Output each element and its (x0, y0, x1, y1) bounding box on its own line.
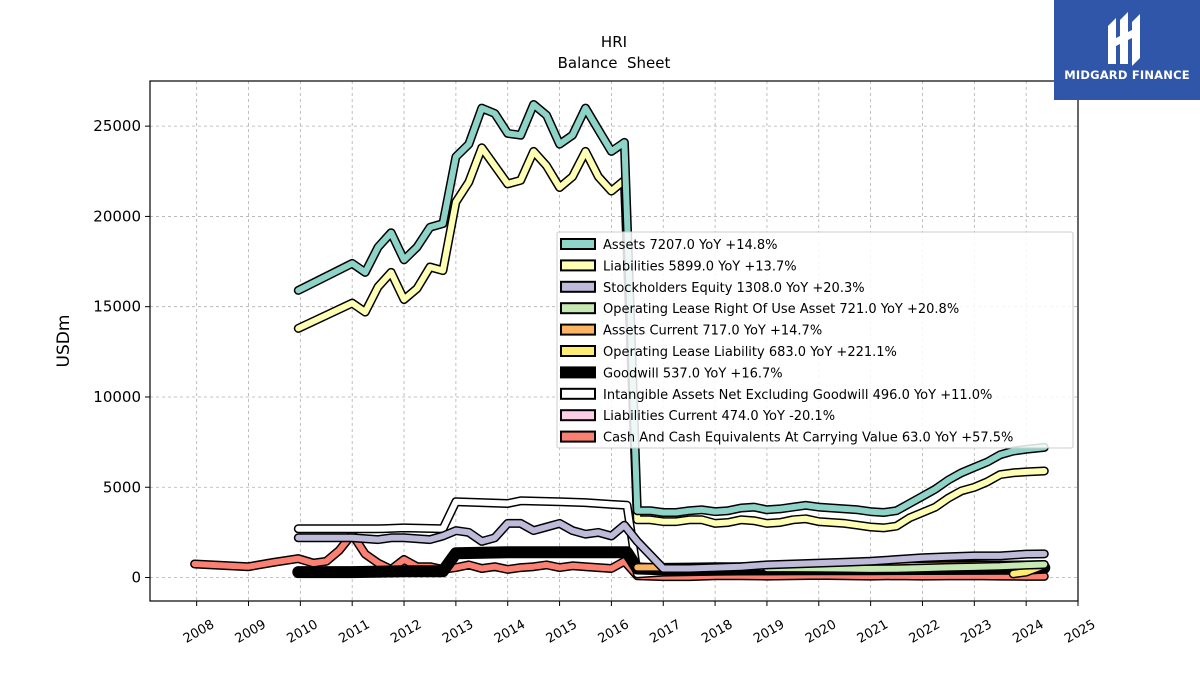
legend-swatch (560, 238, 596, 250)
legend-item: Liabilities 5899.0 YoY +13.7% (560, 259, 797, 274)
x-tick-label: 2023 (958, 617, 994, 647)
legend-label: Cash And Cash Equivalents At Carrying Va… (603, 431, 1013, 446)
x-tick-label: 2024 (1010, 617, 1046, 647)
legend-swatch (560, 280, 596, 293)
x-tick-label: 2019 (751, 617, 787, 647)
x-tick-label: 2010 (285, 617, 321, 647)
legend-label: Operating Lease Right Of Use Asset 721.0… (603, 302, 959, 317)
legend-item: Assets 7207.0 YoY +14.8% (560, 238, 778, 253)
x-tick-label: 2011 (336, 617, 372, 647)
legend-swatch (560, 302, 596, 315)
legend-item: Operating Lease Right Of Use Asset 721.0… (560, 302, 959, 317)
x-tick-label: 2012 (388, 617, 424, 647)
series-line (191, 531, 1048, 580)
y-axis-label: USDm (54, 315, 74, 368)
brand-name: MIDGARD FINANCE (1064, 68, 1190, 82)
legend-label: Liabilities Current 474.0 YoY -20.1% (603, 409, 835, 424)
legend-swatch (560, 430, 596, 443)
x-tick-label: 2016 (596, 617, 632, 647)
legend-swatch (560, 323, 596, 336)
legend-swatch (560, 259, 596, 272)
x-tick-label: 2009 (233, 617, 269, 647)
legend-item: Liabilities Current 474.0 YoY -20.1% (560, 409, 835, 424)
series-layer (190, 100, 1051, 582)
legend-label: Operating Lease Liability 683.0 YoY +221… (603, 345, 897, 360)
legend-label: Assets Current 717.0 YoY +14.7% (603, 324, 822, 339)
legend: Assets 7207.0 YoY +14.8% Liabilities 5899… (556, 231, 1074, 449)
x-tick-label: 2017 (647, 617, 683, 647)
series-liabilities (293, 143, 1049, 533)
x-tick-label: 2025 (1062, 617, 1098, 647)
legend-item: Cash And Cash Equivalents At Carrying Va… (560, 430, 1013, 446)
x-tick-label: 2013 (440, 617, 476, 647)
legend-label: Liabilities 5899.0 YoY +13.7% (603, 259, 797, 274)
legend-label: Stockholders Equity 1308.0 YoY +20.3% (603, 281, 865, 296)
y-tick-label: 5000 (103, 478, 141, 496)
y-tick-label: 0 (131, 569, 141, 587)
legend-label: Intangible Assets Net Excluding Goodwill… (603, 388, 992, 403)
legend-item: Goodwill 537.0 YoY +16.7% (560, 366, 783, 381)
y-tick-label: 25000 (93, 117, 141, 135)
series-line (763, 561, 1048, 572)
legend-swatch (560, 387, 596, 400)
legend-item: Assets Current 717.0 YoY +14.7% (560, 323, 822, 339)
series-assets (293, 100, 1049, 517)
x-tick-label: 2015 (544, 617, 580, 647)
x-tick-label: 2008 (181, 617, 217, 647)
legend-item: Operating Lease Liability 683.0 YoY +221… (560, 345, 897, 360)
y-tick-label: 10000 (93, 388, 141, 406)
y-tick-label: 20000 (93, 207, 141, 225)
series-stockholders-equity (293, 518, 1049, 573)
series-cash-and-cash-equivalents-at-carrying-value (190, 529, 1049, 582)
x-tick-label: 2021 (855, 617, 891, 647)
y-tick-label: 15000 (93, 298, 141, 316)
series-operating-lease-right-of-use-asset (762, 560, 1049, 574)
legend-swatch (560, 345, 596, 357)
legend-label: Goodwill 537.0 YoY +16.7% (603, 366, 783, 381)
brand-logo: MIDGARD FINANCE (1054, 0, 1200, 100)
series-line (295, 101, 1048, 516)
x-tick-label: 2018 (699, 617, 735, 647)
plot-frame (149, 80, 1079, 602)
x-tick-label: 2020 (803, 617, 839, 647)
x-tick-label: 2014 (492, 617, 528, 647)
midgard-logo-icon (1108, 12, 1140, 66)
chart-subtitle: Balance Sheet (558, 54, 671, 72)
legend-label: Assets 7207.0 YoY +14.8% (603, 238, 778, 253)
series-line (295, 144, 1048, 531)
legend-box (556, 231, 1074, 449)
legend-swatch (560, 366, 596, 379)
series-line (295, 520, 1048, 572)
legend-swatch (560, 409, 596, 422)
legend-item: Intangible Assets Net Excluding Goodwill… (560, 387, 992, 403)
legend-item: Stockholders Equity 1308.0 YoY +20.3% (560, 280, 865, 296)
x-tick-label: 2022 (907, 617, 943, 647)
chart-title: HRI (601, 33, 627, 51)
